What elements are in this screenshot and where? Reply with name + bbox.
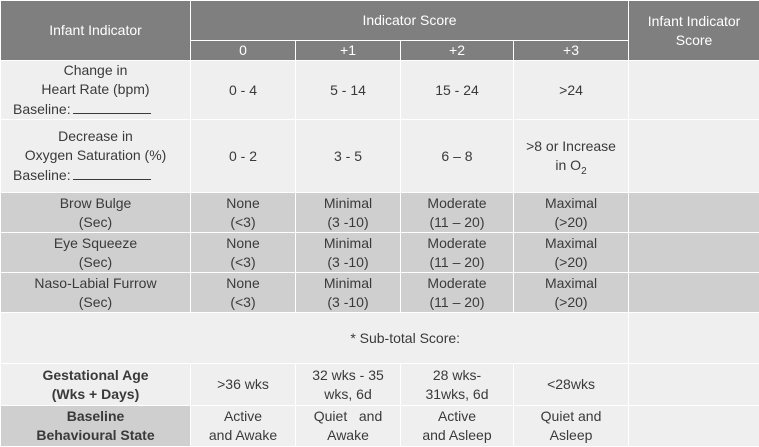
header-score-1: +1 <box>296 41 401 61</box>
score-cell <box>629 233 759 273</box>
table-row-naso-labial: Naso-Labial Furrow (Sec) None(<3) Minima… <box>1 273 759 313</box>
score-cell <box>629 193 759 233</box>
cell: >24 <box>514 61 629 120</box>
row-label-oxygen: Decrease in Oxygen Saturation (%) Baseli… <box>1 120 191 193</box>
header-infant-indicator-score: Infant Indicator Score <box>629 1 759 61</box>
cell: 6 – 8 <box>401 120 514 193</box>
subtotal-score-cell <box>629 313 759 364</box>
cell: None(<3) <box>191 193 296 233</box>
table-row-gestational-age: Gestational Age (Wks + Days) >36 wks 32 … <box>1 364 759 406</box>
table-row-subtotal: * Sub-total Score: <box>1 313 759 364</box>
cell: Minimal(3 -10) <box>296 273 401 313</box>
row-label-behavioural-state: Baseline Behavioural State <box>1 406 191 447</box>
cell: Minimal(3 -10) <box>296 233 401 273</box>
cell: None(<3) <box>191 233 296 273</box>
row-label-brow-bulge: Brow Bulge (Sec) <box>1 193 191 233</box>
cell: 0 - 2 <box>191 120 296 193</box>
row-label-naso-labial: Naso-Labial Furrow (Sec) <box>1 273 191 313</box>
header-score-3: +3 <box>514 41 629 61</box>
table-row-oxygen: Decrease in Oxygen Saturation (%) Baseli… <box>1 120 759 193</box>
row-label-heart-rate: Change in Heart Rate (bpm) Baseline: <box>1 61 191 120</box>
cell: Moderate(11 – 20) <box>401 193 514 233</box>
row-label-gestational-age: Gestational Age (Wks + Days) <box>1 364 191 406</box>
cell: >36 wks <box>191 364 296 406</box>
header-indicator-score: Indicator Score <box>191 1 629 41</box>
cell: Maximal(>20) <box>514 193 629 233</box>
cell: Maximal(>20) <box>514 273 629 313</box>
cell: None(<3) <box>191 273 296 313</box>
cell: Maximal(>20) <box>514 233 629 273</box>
score-cell <box>629 406 759 447</box>
cell: 0 - 4 <box>191 61 296 120</box>
cell: 28 wks-31wks, 6d <box>401 364 514 406</box>
score-cell <box>629 61 759 120</box>
baseline-blank <box>73 165 151 180</box>
score-cell <box>629 273 759 313</box>
table-row-brow-bulge: Brow Bulge (Sec) None(<3) Minimal(3 -10)… <box>1 193 759 233</box>
cell: >8 or Increase in O2 <box>514 120 629 193</box>
subtotal-label: * Sub-total Score: <box>1 313 629 364</box>
cell: Moderate(11 – 20) <box>401 233 514 273</box>
table-row-heart-rate: Change in Heart Rate (bpm) Baseline: 0 -… <box>1 61 759 120</box>
header-score-0: 0 <box>191 41 296 61</box>
table-row-eye-squeeze: Eye Squeeze (Sec) None(<3) Minimal(3 -10… <box>1 233 759 273</box>
baseline-blank <box>73 99 151 114</box>
cell: 15 - 24 <box>401 61 514 120</box>
header-infant-indicator: Infant Indicator <box>1 1 191 61</box>
score-cell <box>629 364 759 406</box>
cell: Minimal(3 -10) <box>296 193 401 233</box>
cell: <28wks <box>514 364 629 406</box>
cell: 5 - 14 <box>296 61 401 120</box>
cell: 3 - 5 <box>296 120 401 193</box>
cell: Moderate(11 – 20) <box>401 273 514 313</box>
row-label-eye-squeeze: Eye Squeeze (Sec) <box>1 233 191 273</box>
header-score-2: +2 <box>401 41 514 61</box>
score-cell <box>629 120 759 193</box>
